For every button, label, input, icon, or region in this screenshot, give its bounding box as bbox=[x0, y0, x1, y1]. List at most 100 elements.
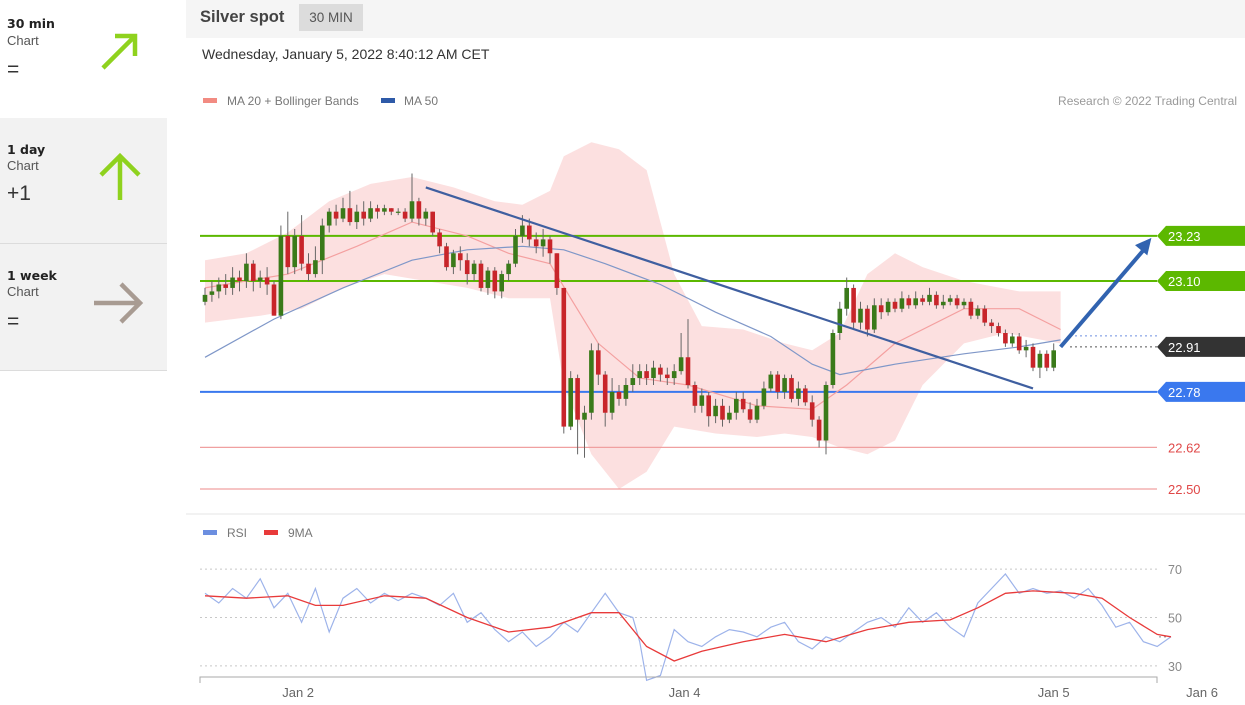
candle-body bbox=[947, 298, 953, 302]
timeframe-1day[interactable]: 1 day Chart +1 bbox=[0, 118, 167, 244]
candle-body bbox=[527, 225, 532, 240]
candle-body bbox=[734, 398, 739, 413]
timeframe-sidebar: 30 min Chart = 1 day Chart +1 1 week Cha… bbox=[0, 0, 167, 705]
candle-body bbox=[713, 405, 718, 417]
candle bbox=[320, 218, 325, 275]
candle bbox=[899, 291, 905, 313]
candle-body bbox=[678, 357, 684, 372]
ma20-line bbox=[204, 221, 1061, 410]
candle-body bbox=[809, 402, 815, 420]
candle bbox=[596, 343, 601, 385]
candle-body bbox=[920, 298, 925, 302]
candle-body bbox=[692, 385, 698, 406]
candle-body bbox=[285, 235, 291, 268]
candle-body bbox=[251, 263, 256, 281]
candle bbox=[616, 385, 622, 406]
legend-label-9ma: 9MA bbox=[288, 526, 313, 540]
candle-body bbox=[1051, 350, 1056, 368]
candle bbox=[285, 211, 291, 275]
candle-body bbox=[823, 385, 829, 441]
candle-body bbox=[416, 201, 422, 219]
timestamp: Wednesday, January 5, 2022 8:40:12 AM CE… bbox=[202, 46, 490, 62]
candle-body bbox=[354, 211, 360, 223]
candle-body bbox=[485, 270, 491, 288]
moving-averages bbox=[204, 221, 1061, 410]
candle bbox=[720, 398, 725, 427]
candle bbox=[506, 260, 511, 281]
arrow-up-right-icon bbox=[101, 33, 138, 70]
candle-body bbox=[430, 211, 435, 233]
legend-swatch-9ma bbox=[264, 530, 278, 535]
candle-body bbox=[927, 294, 932, 302]
candle-body bbox=[402, 211, 408, 219]
candle-body bbox=[513, 235, 518, 264]
rsi-tick-label: 70 bbox=[1168, 563, 1182, 577]
arrow-up-icon bbox=[99, 152, 141, 200]
timeframe-label: 30 min bbox=[7, 16, 55, 31]
level-labels: 23.23 23.10 22.91 22.78 22.62 22.50 bbox=[1157, 225, 1245, 497]
timeframe-30min[interactable]: 30 min Chart = bbox=[0, 0, 167, 124]
candle-body bbox=[982, 308, 987, 323]
candle bbox=[865, 305, 870, 337]
candle-body bbox=[637, 371, 642, 379]
timeframe-sublabel: Chart bbox=[7, 33, 39, 48]
candle bbox=[299, 215, 304, 271]
candle bbox=[313, 246, 318, 278]
candle bbox=[713, 398, 718, 424]
candle bbox=[1044, 350, 1050, 372]
candle-body bbox=[216, 284, 222, 292]
bollinger-band-area bbox=[205, 142, 1061, 490]
candle-body bbox=[299, 235, 304, 264]
candle-body bbox=[458, 253, 463, 261]
candle-body bbox=[644, 371, 649, 379]
candle-body bbox=[602, 374, 608, 413]
candle bbox=[561, 287, 567, 434]
legend-swatch-rsi bbox=[203, 530, 217, 535]
candle-body bbox=[382, 208, 387, 212]
candle bbox=[554, 253, 560, 295]
candle bbox=[326, 208, 332, 233]
candle bbox=[975, 305, 981, 320]
candle bbox=[920, 294, 925, 306]
candle bbox=[478, 260, 484, 292]
candle bbox=[1037, 350, 1043, 379]
candle bbox=[292, 229, 297, 275]
candle bbox=[244, 253, 249, 288]
candle-body bbox=[1044, 353, 1050, 368]
candle-body bbox=[768, 374, 774, 389]
candle-body bbox=[554, 253, 560, 288]
level-label-current: 22.91 bbox=[1168, 340, 1201, 355]
candle-body bbox=[306, 263, 311, 275]
candle-body bbox=[699, 395, 705, 406]
candle bbox=[671, 364, 677, 385]
interval-badge[interactable]: 30 MIN bbox=[299, 4, 363, 31]
candle bbox=[623, 378, 629, 406]
candle-body bbox=[941, 301, 946, 306]
candle bbox=[209, 281, 215, 302]
candle bbox=[740, 391, 746, 413]
candle bbox=[747, 402, 753, 424]
candle-body bbox=[340, 208, 346, 219]
x-tick-label: Jan 6 bbox=[1186, 685, 1218, 700]
timeframe-1week[interactable]: 1 week Chart = bbox=[0, 244, 167, 371]
candle bbox=[630, 364, 636, 392]
rsi-line bbox=[204, 573, 1172, 682]
candle-body bbox=[961, 301, 967, 306]
candle bbox=[223, 274, 228, 295]
candle bbox=[851, 284, 856, 330]
candle bbox=[533, 232, 539, 254]
candle bbox=[333, 204, 339, 226]
timeframe-score: +1 bbox=[7, 182, 31, 205]
candle-body bbox=[989, 322, 994, 327]
candle bbox=[892, 298, 898, 313]
candle-body bbox=[1016, 336, 1022, 351]
candle-body bbox=[706, 395, 711, 417]
candle-body bbox=[506, 263, 511, 275]
candle-body bbox=[271, 284, 277, 316]
x-tick-label: Jan 2 bbox=[282, 685, 314, 700]
candle bbox=[1016, 333, 1022, 354]
trendline bbox=[425, 186, 1034, 390]
candle bbox=[823, 381, 829, 455]
rsi-tick-label: 30 bbox=[1168, 660, 1182, 674]
